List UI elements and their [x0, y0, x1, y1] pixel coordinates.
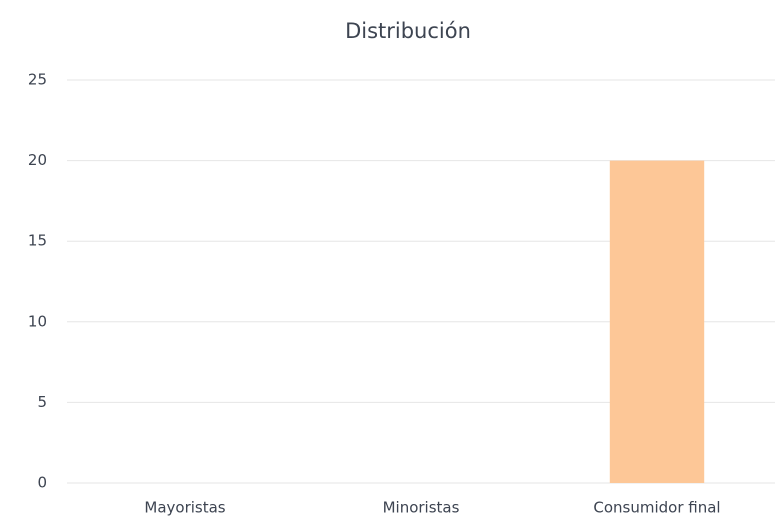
bar [609, 160, 705, 483]
x-tick-label: Minoristas [383, 499, 460, 517]
y-tick-label: 5 [37, 393, 47, 411]
y-tick-label: 0 [37, 474, 47, 492]
y-tick-label: 20 [28, 151, 47, 169]
y-tick-label: 25 [28, 71, 47, 89]
chart-title: Distribución [345, 19, 471, 43]
x-tick-label: Mayoristas [144, 499, 225, 517]
y-tick-label: 15 [28, 232, 47, 250]
y-tick-label: 10 [28, 312, 47, 330]
x-tick-label: Consumidor final [593, 499, 720, 517]
